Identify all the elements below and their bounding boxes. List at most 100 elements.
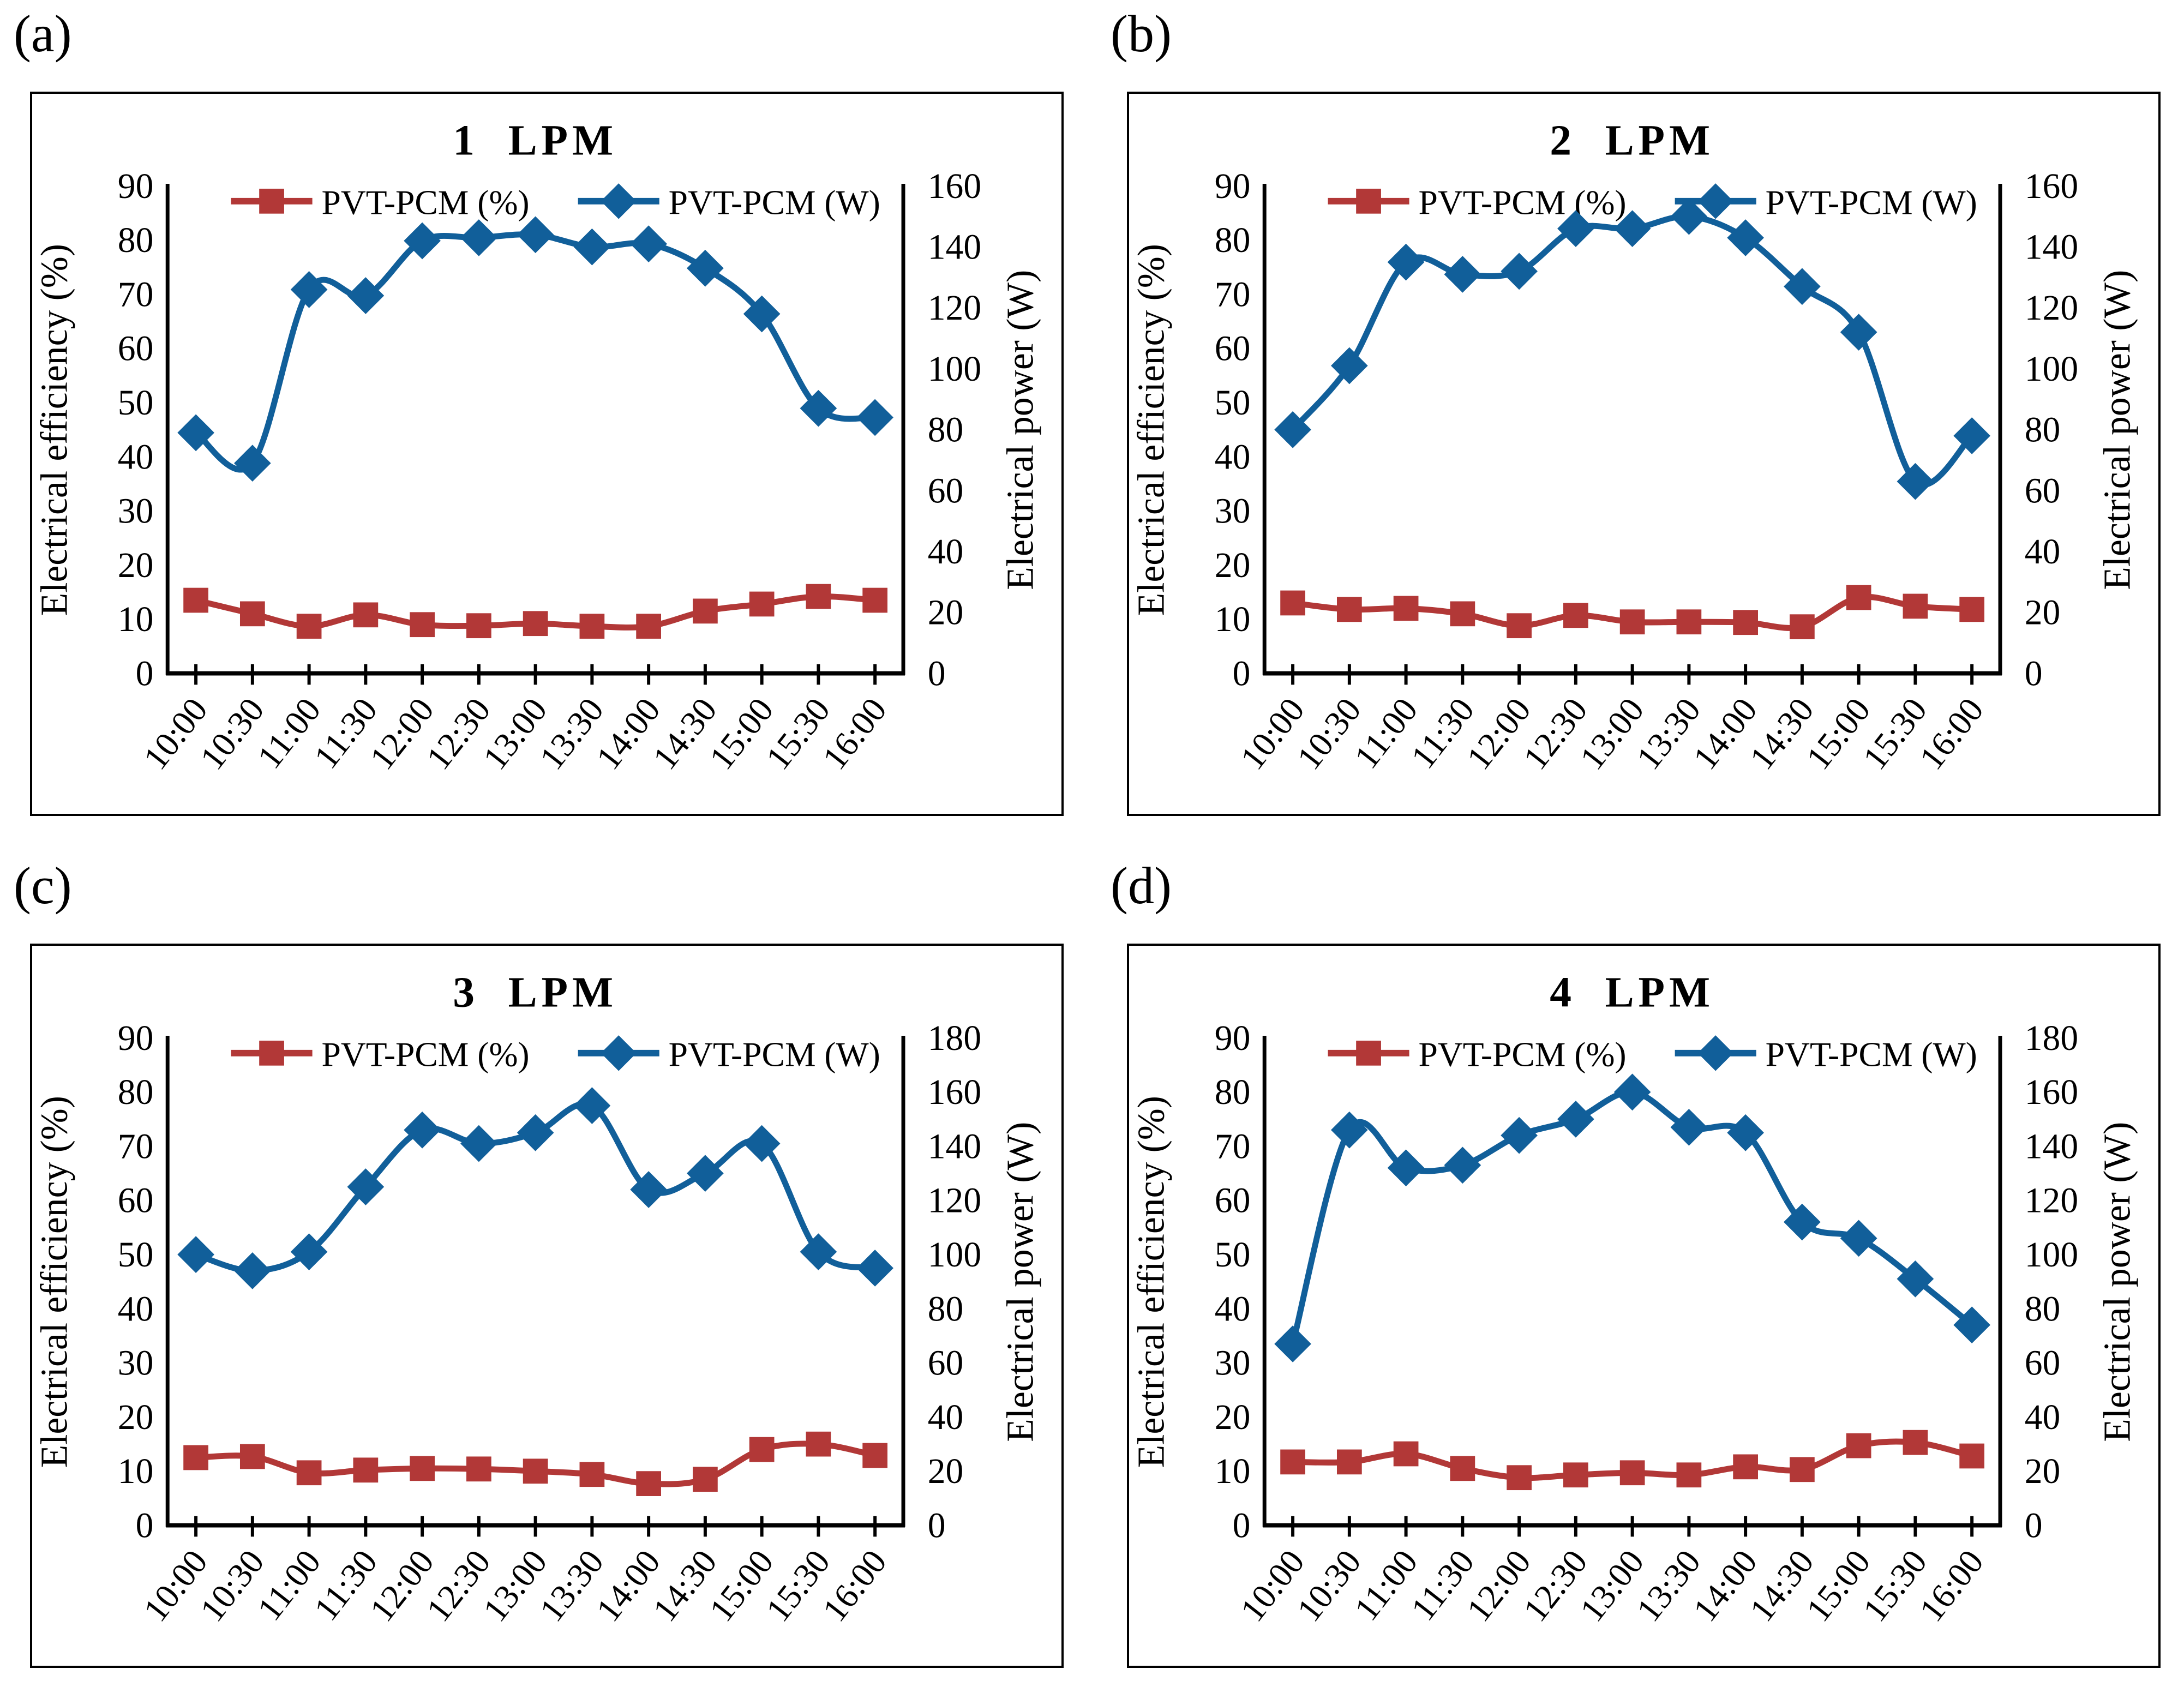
legend-marker-diamond: [601, 183, 637, 219]
data-point-efficiency: [1336, 1449, 1362, 1475]
x-tick-label: 12:30: [1516, 1542, 1595, 1629]
x-tick-label: 12:00: [1459, 1542, 1538, 1629]
data-point-efficiency: [523, 1458, 548, 1484]
y-right-tick-label: 60: [928, 471, 964, 511]
data-point-efficiency: [579, 614, 605, 639]
x-tick-label: 11:30: [1403, 1542, 1482, 1628]
data-point-efficiency: [1450, 601, 1475, 627]
y-left-tick-label: 60: [1215, 1181, 1251, 1221]
y-right-tick-label: 180: [2025, 1019, 2078, 1058]
y-right-tick-label: 0: [928, 654, 946, 693]
chart-title: 4 LPM: [1550, 968, 1714, 1016]
legend-marker-square: [259, 1040, 284, 1066]
y-right-tick-label: 140: [2025, 228, 2078, 267]
chart-title: 2 LPM: [1550, 116, 1714, 164]
legend-marker-diamond: [1697, 1035, 1733, 1071]
data-point-power: [460, 219, 497, 256]
y-left-tick-label: 90: [1215, 1019, 1251, 1058]
x-tick-label: 16:00: [815, 1542, 894, 1629]
y-right-tick-label: 20: [928, 1452, 964, 1491]
y-left-tick-label: 40: [1215, 437, 1251, 477]
chart-svg-d: 4 LPM PVT-PCM (%) PVT-PCM (W) 0 10 20 30 40 50 60…: [1130, 968, 2139, 1629]
data-point-power: [1501, 253, 1538, 290]
y-right-axis-title: Electrical power (W): [2097, 1122, 2139, 1442]
y-left-tick-label: 90: [118, 167, 154, 206]
x-tick-label: 14:00: [589, 691, 668, 777]
y-left-tick-label: 20: [1215, 1398, 1251, 1437]
data-point-power: [233, 1252, 271, 1289]
y-left-tick-label: 80: [1215, 221, 1251, 260]
legend-label: PVT-PCM (W): [1766, 183, 1977, 222]
data-point-efficiency: [636, 1471, 661, 1496]
x-tick-label: 15:00: [701, 691, 781, 777]
y-right-axis-title: Electrical power (W): [2097, 270, 2139, 590]
data-point-efficiency: [1280, 1449, 1305, 1475]
x-tick-label: 13:00: [475, 1542, 554, 1629]
data-point-power: [177, 414, 214, 452]
data-point-efficiency: [410, 612, 435, 638]
panel-letter-a: (a): [14, 4, 72, 63]
data-point-efficiency: [1959, 597, 1985, 622]
y-left-tick-label: 20: [118, 1398, 154, 1437]
data-point-power: [517, 1114, 554, 1151]
data-point-power: [1274, 1325, 1311, 1362]
data-point-efficiency: [239, 1444, 265, 1469]
data-point-efficiency: [239, 601, 265, 627]
legend-marker-square: [1356, 188, 1381, 214]
y-left-tick-label: 70: [118, 275, 154, 314]
data-point-power: [1840, 1220, 1877, 1257]
x-tick-label: 11:00: [250, 691, 328, 776]
y-left-tick-label: 90: [118, 1019, 154, 1058]
y-right-tick-label: 80: [928, 411, 964, 450]
x-tick-label: 14:00: [589, 1542, 668, 1629]
y-left-tick-label: 0: [1233, 654, 1251, 693]
y-left-tick-label: 30: [118, 1344, 154, 1383]
y-right-tick-label: 120: [2025, 1181, 2078, 1221]
y-left-tick-label: 30: [1215, 1344, 1251, 1383]
y-left-tick-label: 10: [118, 600, 154, 639]
y-right-tick-label: 140: [2025, 1127, 2078, 1166]
x-tick-label: 12:00: [362, 691, 441, 777]
data-point-power: [1557, 1101, 1594, 1138]
data-point-efficiency: [1563, 603, 1588, 628]
y-right-tick-label: 0: [2025, 654, 2043, 693]
y-left-tick-label: 60: [1215, 329, 1251, 369]
x-tick-label: 12:30: [419, 691, 498, 777]
data-point-efficiency: [353, 602, 379, 628]
x-tick-label: 14:30: [645, 691, 724, 777]
x-tick-label: 16:00: [815, 691, 894, 777]
chart-panel-d: 4 LPM PVT-PCM (%) PVT-PCM (W) 0 10 20 30 40 50 60…: [1127, 944, 2161, 1668]
data-point-power: [1613, 1073, 1651, 1111]
y-left-tick-label: 50: [1215, 383, 1251, 423]
data-point-power: [460, 1125, 497, 1162]
y-right-tick-label: 120: [928, 1181, 981, 1221]
panel-letter-d: (d): [1111, 856, 1172, 915]
data-point-efficiency: [1676, 609, 1702, 635]
data-point-efficiency: [1393, 1441, 1419, 1467]
data-point-efficiency: [353, 1457, 379, 1483]
x-tick-label: 14:00: [1685, 1542, 1765, 1629]
data-point-efficiency: [1790, 614, 1815, 640]
data-point-efficiency: [1903, 593, 1928, 619]
x-tick-label: 13:00: [1572, 1542, 1651, 1629]
x-tick-label: 11:30: [1403, 691, 1482, 776]
y-left-tick-label: 30: [118, 492, 154, 531]
y-right-tick-label: 100: [2025, 350, 2078, 389]
panel-letter-c: (c): [14, 856, 72, 915]
y-left-tick-label: 60: [118, 329, 154, 369]
y-left-tick-label: 0: [136, 1506, 154, 1545]
y-left-tick-label: 20: [118, 546, 154, 585]
data-point-efficiency: [1846, 585, 1871, 610]
y-left-tick-label: 80: [118, 221, 154, 260]
data-point-power: [1897, 463, 1934, 500]
data-point-efficiency: [296, 1460, 322, 1486]
data-point-power: [404, 1111, 441, 1149]
y-left-tick-label: 10: [1215, 1452, 1251, 1491]
x-tick-label: 11:30: [307, 1542, 385, 1628]
y-left-tick-label: 10: [118, 1452, 154, 1491]
y-left-tick-label: 70: [118, 1127, 154, 1166]
x-tick-label: 14:00: [1685, 691, 1765, 777]
y-left-tick-label: 40: [1215, 1289, 1251, 1329]
data-point-power: [856, 399, 894, 436]
data-point-efficiency: [466, 1456, 491, 1482]
